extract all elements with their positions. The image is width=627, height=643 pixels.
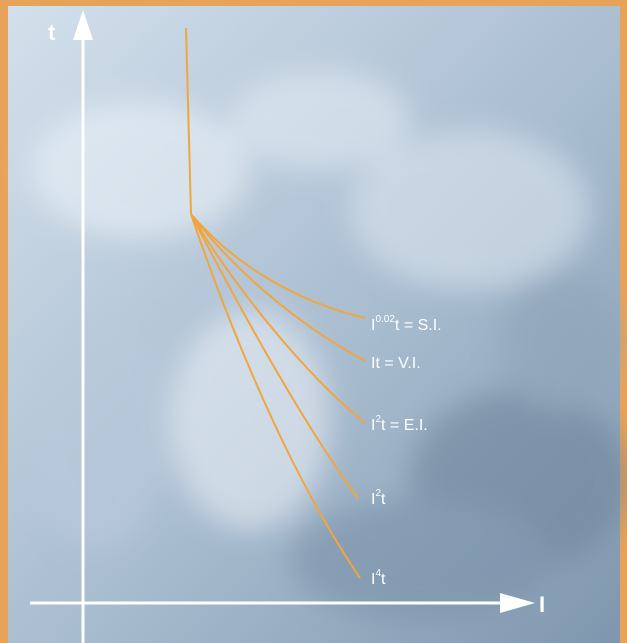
- curve-label-vi: It = V.I.: [371, 355, 421, 372]
- curve-label-ei: I2t = E.I.: [371, 414, 428, 434]
- curve-label-si: I0.02t = S.I.: [371, 314, 442, 334]
- curve-vi: [190, 213, 366, 362]
- x-axis-label: I: [539, 592, 545, 617]
- curve-si: [190, 213, 366, 319]
- y-axis-label: t: [48, 20, 56, 45]
- curves: [185, 27, 366, 579]
- curve-ei: [190, 213, 366, 424]
- axes: t I: [30, 10, 545, 643]
- curve-labels: I0.02t = S.I. It = V.I. I2t = E.I. I2t I…: [371, 314, 442, 588]
- curve-label-i2t: I2t: [371, 488, 386, 508]
- curve-i2t: [190, 213, 359, 499]
- x-axis-arrow: [500, 593, 535, 613]
- curve-i4t: [190, 213, 361, 579]
- curve-label-i4t: I4t: [371, 568, 386, 588]
- background-texture: [30, 70, 627, 620]
- y-axis-arrow: [73, 10, 93, 40]
- curve-common-segment: [185, 27, 192, 215]
